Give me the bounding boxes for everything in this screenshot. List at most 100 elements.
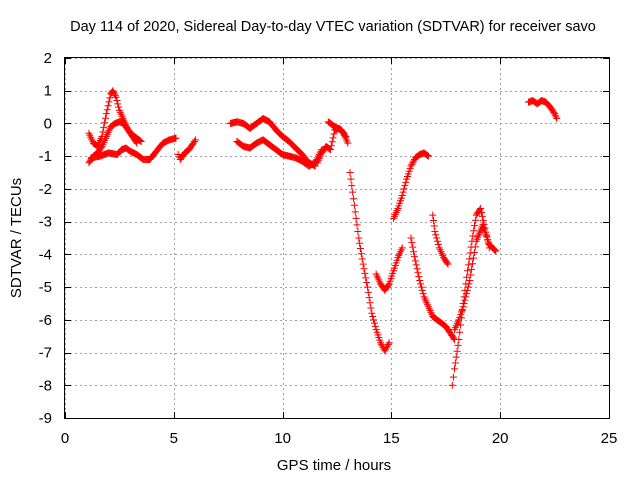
data-point: [366, 299, 374, 307]
data-point: [99, 128, 107, 136]
data-point: [135, 136, 143, 144]
data-point: [553, 115, 561, 123]
data-point: [465, 255, 473, 263]
x-tick-label: 15: [383, 430, 400, 447]
sat-track-h: [324, 118, 350, 141]
data-point: [464, 267, 472, 275]
data-point: [415, 273, 423, 281]
data-point: [450, 334, 458, 342]
data-point: [418, 286, 426, 294]
sat-track-a: [85, 87, 141, 150]
data-point: [400, 185, 408, 193]
data-point: [354, 227, 362, 235]
data-point: [407, 162, 415, 170]
data-point: [413, 265, 421, 273]
data-point: [409, 243, 417, 251]
data-point: [408, 239, 416, 247]
data-point: [432, 231, 440, 239]
data-point: [412, 261, 420, 269]
data-point: [350, 201, 358, 209]
data-point: [551, 110, 559, 118]
sat-track-c: [87, 134, 180, 163]
data-point: [461, 296, 469, 304]
y-tick-label: 0: [44, 115, 52, 132]
data-point: [464, 261, 472, 269]
data-point: [367, 304, 375, 312]
x-tick-label: 0: [61, 430, 69, 447]
data-point: [491, 246, 499, 254]
data-point: [398, 191, 406, 199]
data-point: [463, 273, 471, 281]
data-point: [109, 87, 117, 95]
data-point: [365, 294, 373, 302]
chart-title: Day 114 of 2020, Sidereal Day-to-day VTE…: [70, 19, 596, 35]
data-point: [351, 208, 359, 216]
y-tick-label: 1: [44, 83, 52, 100]
data-point: [381, 347, 389, 355]
data-point: [470, 248, 478, 256]
data-point: [357, 244, 365, 252]
data-point: [101, 114, 109, 122]
y-tick-label: -6: [39, 312, 52, 329]
data-point: [434, 241, 442, 249]
data-point: [550, 108, 558, 116]
data-point: [471, 216, 479, 224]
data-point: [419, 290, 427, 298]
data-point: [357, 250, 365, 258]
data-point: [172, 134, 180, 142]
data-point: [460, 299, 468, 307]
data-point: [477, 208, 485, 216]
data-point: [417, 280, 425, 288]
data-point: [462, 290, 470, 298]
data-point: [362, 274, 370, 282]
data-point: [371, 322, 379, 330]
data-point: [455, 335, 463, 343]
data-point: [416, 277, 424, 285]
data-point: [492, 247, 500, 255]
sat-track-m: [429, 211, 452, 268]
data-point: [402, 178, 410, 186]
sat-track-o: [451, 221, 500, 334]
data-point: [190, 137, 198, 145]
data-point: [370, 319, 378, 327]
x-tick-label: 20: [492, 430, 509, 447]
data-point: [459, 303, 467, 311]
data-point: [363, 279, 371, 287]
data-point: [384, 281, 392, 289]
data-point: [471, 243, 479, 251]
data-point: [326, 145, 334, 153]
data-point: [449, 373, 457, 381]
data-point: [490, 245, 498, 253]
data-point: [352, 214, 360, 222]
axis-ticks: [65, 58, 610, 419]
data-point: [424, 152, 432, 160]
sat-track-l: [407, 234, 459, 343]
y-tick-label: -4: [39, 246, 52, 263]
data-point: [385, 339, 393, 347]
data-point: [453, 347, 461, 355]
data-point: [407, 234, 415, 242]
data-point: [468, 265, 476, 273]
data-point: [137, 137, 145, 145]
data-point: [552, 113, 560, 121]
data-point: [424, 152, 432, 160]
data-point: [377, 340, 385, 348]
sat-track-i: [346, 169, 393, 355]
data-point: [465, 280, 473, 288]
data-point: [103, 106, 111, 114]
data-point: [355, 234, 363, 242]
data-point: [100, 123, 108, 131]
data-point: [361, 269, 369, 277]
data-point: [423, 151, 431, 159]
x-tick-label: 5: [170, 430, 178, 447]
data-point: [410, 248, 418, 256]
data-point: [327, 142, 335, 150]
data-point: [429, 217, 437, 225]
data-point: [417, 283, 425, 291]
data-point: [110, 88, 118, 96]
data-point: [463, 286, 471, 294]
data-point: [370, 316, 378, 324]
data-point: [408, 160, 416, 168]
data-point: [383, 344, 391, 352]
